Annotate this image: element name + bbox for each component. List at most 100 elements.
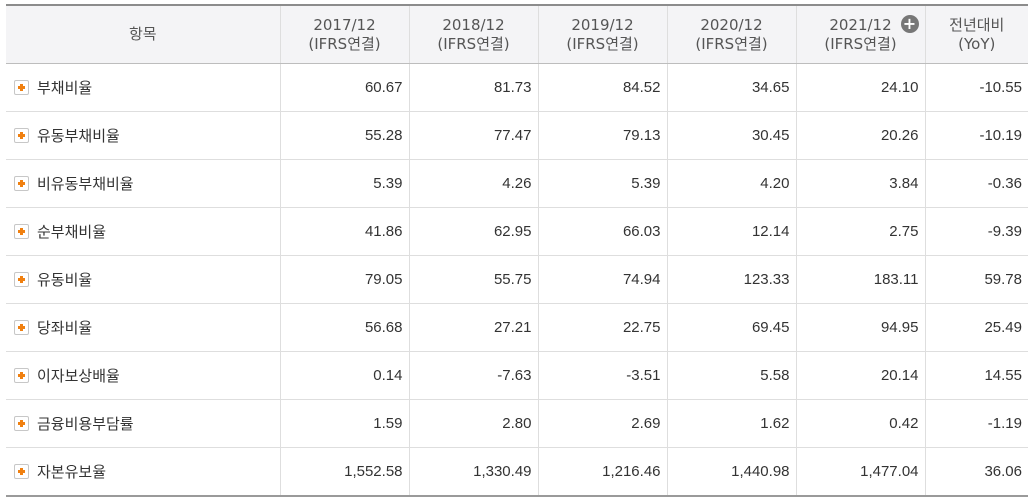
value-cell: 77.47 [408, 111, 538, 160]
value-cell: 123.33 [666, 255, 796, 304]
expand-plus-icon[interactable] [14, 128, 29, 143]
expand-plus-icon[interactable] [14, 224, 29, 239]
cell-value: 79.13 [622, 127, 661, 144]
cell-value: 2.69 [631, 415, 661, 432]
value-cell: 2.80 [408, 399, 538, 448]
cell-value: 4.26 [502, 175, 532, 192]
value-cell: 55.75 [408, 255, 538, 304]
table-row: 유동부채비율 55.28 77.47 79.13 30.45 20.26 -10.19 [6, 111, 1028, 160]
header-row: 항목 2017/12 (IFRS연결) 2018/12 (IFRS연결) 201… [6, 4, 1028, 64]
period-header: 2018/12 (IFRS연결) [408, 4, 538, 64]
cell-value: 55.28 [364, 127, 403, 144]
yoy-title: 전년대비 [949, 15, 1005, 34]
period-header: 2021/12 (IFRS연결) + [795, 4, 925, 64]
yoy-value: -9.39 [987, 223, 1022, 240]
value-cell: 5.58 [666, 351, 796, 400]
row-label-cell: 순부채비율 [6, 207, 280, 256]
row-label[interactable]: 부채비율 [37, 79, 93, 97]
row-label[interactable]: 유동부채비율 [37, 127, 120, 145]
yoy-value: -10.19 [979, 127, 1022, 144]
yoy-value: 59.78 [984, 271, 1022, 288]
value-cell: 27.21 [408, 303, 538, 352]
value-cell: 62.95 [408, 207, 538, 256]
cell-value: 1.59 [373, 415, 403, 432]
value-cell: 0.42 [795, 399, 925, 448]
expand-plus-icon[interactable] [14, 464, 29, 479]
table-row: 비유동부채비율 5.39 4.26 5.39 4.20 3.84 -0.36 [6, 159, 1028, 208]
value-cell: 60.67 [279, 63, 409, 112]
cell-value: 69.45 [751, 319, 790, 336]
cell-value: 55.75 [493, 271, 532, 288]
cell-value: 3.84 [889, 175, 919, 192]
value-cell: 56.68 [279, 303, 409, 352]
cell-value: 1,552.58 [344, 463, 403, 480]
expand-plus-icon[interactable] [14, 80, 29, 95]
table-row: 당좌비율 56.68 27.21 22.75 69.45 94.95 25.49 [6, 303, 1028, 352]
period-header: 2017/12 (IFRS연결) [279, 4, 409, 64]
row-label-cell: 비유동부채비율 [6, 159, 280, 208]
yoy-cell: 25.49 [924, 303, 1028, 352]
cell-value: 30.45 [751, 127, 790, 144]
value-cell: 34.65 [666, 63, 796, 112]
yoy-cell: 59.78 [924, 255, 1028, 304]
period-basis: (IFRS연결) [566, 34, 639, 53]
period-year: 2019/12 [571, 15, 634, 34]
yoy-cell: -9.39 [924, 207, 1028, 256]
value-cell: 20.14 [795, 351, 925, 400]
yoy-value: -10.55 [979, 79, 1022, 96]
row-label[interactable]: 유동비율 [37, 271, 93, 289]
yoy-cell: -10.55 [924, 63, 1028, 112]
cell-value: 60.67 [364, 79, 403, 96]
yoy-cell: -0.36 [924, 159, 1028, 208]
cell-value: 1,330.49 [473, 463, 532, 480]
cell-value: 183.11 [873, 271, 919, 288]
financial-ratio-table: 항목 2017/12 (IFRS연결) 2018/12 (IFRS연결) 201… [6, 4, 1028, 497]
cell-value: 5.39 [373, 175, 403, 192]
value-cell: 1.59 [279, 399, 409, 448]
cell-value: 66.03 [622, 223, 661, 240]
row-label[interactable]: 금융비용부담률 [37, 415, 134, 433]
expand-plus-icon[interactable] [14, 416, 29, 431]
value-cell: 66.03 [537, 207, 667, 256]
value-cell: 79.13 [537, 111, 667, 160]
period-basis: (IFRS연결) [437, 34, 510, 53]
yoy-cell: -1.19 [924, 399, 1028, 448]
circle-plus-icon[interactable]: + [900, 15, 919, 33]
row-label[interactable]: 비유동부채비율 [37, 175, 134, 193]
expand-plus-icon[interactable] [14, 368, 29, 383]
value-cell: 3.84 [795, 159, 925, 208]
cell-value: 20.14 [880, 367, 919, 384]
value-cell: 22.75 [537, 303, 667, 352]
row-label-cell: 유동부채비율 [6, 111, 280, 160]
yoy-cell: 14.55 [924, 351, 1028, 400]
cell-value: 77.47 [493, 127, 532, 144]
row-label-cell: 당좌비율 [6, 303, 280, 352]
cell-value: 41.86 [364, 223, 403, 240]
yoy-cell: -10.19 [924, 111, 1028, 160]
cell-value: 1.62 [760, 415, 790, 432]
period-basis: (IFRS연결) [308, 34, 381, 53]
expand-plus-icon[interactable] [14, 272, 29, 287]
cell-value: 0.42 [889, 415, 919, 432]
expand-plus-icon[interactable] [14, 320, 29, 335]
yoy-value: 14.55 [984, 367, 1022, 384]
row-label[interactable]: 당좌비율 [37, 319, 93, 337]
value-cell: 20.26 [795, 111, 925, 160]
row-label[interactable]: 자본유보율 [37, 463, 107, 481]
row-label-cell: 이자보상배율 [6, 351, 280, 400]
cell-value: -3.51 [626, 367, 661, 384]
value-cell: 1.62 [666, 399, 796, 448]
yoy-value: -1.19 [987, 415, 1022, 432]
value-cell: 69.45 [666, 303, 796, 352]
value-cell: 30.45 [666, 111, 796, 160]
yoy-value: -0.36 [987, 175, 1022, 192]
cell-value: 81.73 [493, 79, 532, 96]
cell-value: 27.21 [493, 319, 532, 336]
cell-value: 1,440.98 [731, 463, 790, 480]
period-basis: (IFRS연결) [824, 34, 897, 53]
expand-plus-icon[interactable] [14, 176, 29, 191]
row-label[interactable]: 순부채비율 [37, 223, 107, 241]
row-label[interactable]: 이자보상배율 [37, 367, 120, 385]
row-label-cell: 부채비율 [6, 63, 280, 112]
